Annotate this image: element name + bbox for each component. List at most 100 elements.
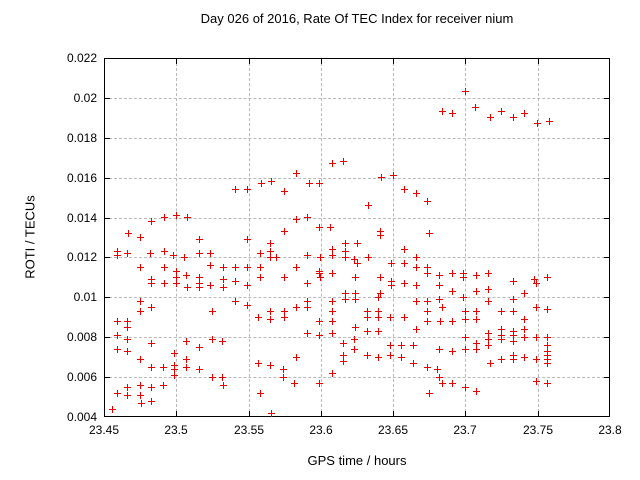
data-point-marker — [350, 255, 358, 263]
data-point-marker — [232, 186, 240, 194]
data-point-marker — [281, 228, 289, 236]
data-point-marker — [340, 357, 348, 365]
data-point-marker — [195, 343, 203, 351]
data-point-marker — [473, 387, 481, 395]
data-point-marker — [171, 371, 179, 379]
data-point-marker — [425, 389, 433, 397]
y-gridline — [104, 218, 610, 219]
data-point-marker — [172, 267, 180, 275]
y-tick-mark — [604, 297, 609, 298]
x-gridline — [249, 58, 250, 417]
data-point-marker — [266, 253, 274, 261]
y-tick-mark — [105, 377, 110, 378]
data-point-marker — [424, 263, 432, 271]
data-point-marker — [113, 345, 121, 353]
data-point-marker — [350, 335, 358, 343]
x-tick-mark — [393, 411, 394, 416]
data-point-marker — [545, 118, 553, 126]
x-tick-label: 23.8 — [598, 423, 622, 437]
data-point-marker — [340, 158, 348, 166]
data-point-marker — [521, 325, 529, 333]
data-point-marker — [435, 373, 443, 381]
data-point-marker — [136, 297, 144, 305]
x-tick-label: 23.75 — [522, 423, 554, 437]
data-point-marker — [256, 389, 264, 397]
data-point-marker — [136, 381, 144, 389]
data-point-marker — [498, 108, 506, 116]
data-point-marker — [327, 224, 335, 232]
data-point-marker — [219, 337, 227, 345]
data-point-marker — [509, 277, 517, 285]
data-point-marker — [388, 281, 396, 289]
data-point-marker — [532, 303, 540, 311]
data-point-marker — [195, 283, 203, 291]
x-gridline — [176, 58, 177, 417]
data-point-marker — [376, 232, 384, 239]
data-point-marker — [292, 263, 300, 271]
data-point-marker — [171, 361, 179, 369]
x-gridline — [465, 58, 466, 417]
data-point-marker — [113, 331, 121, 339]
data-point-marker — [328, 369, 336, 377]
data-point-marker — [485, 285, 493, 293]
data-point-marker — [485, 297, 493, 305]
data-point-marker — [328, 329, 336, 337]
data-point-marker — [461, 333, 469, 341]
data-point-marker — [161, 279, 169, 287]
y-tick-label: 0.012 — [66, 250, 97, 264]
data-point-marker — [521, 315, 529, 323]
data-point-marker — [123, 335, 131, 343]
data-point-marker — [182, 363, 190, 371]
y-gridline — [104, 178, 610, 179]
data-point-marker — [509, 355, 517, 363]
data-point-marker — [388, 259, 396, 267]
data-point-marker — [485, 329, 493, 337]
data-point-marker — [461, 88, 469, 96]
data-point-marker — [184, 214, 192, 222]
data-point-marker — [328, 269, 336, 277]
y-tick-label: 0.006 — [66, 370, 97, 384]
data-point-marker — [148, 218, 156, 226]
data-point-marker — [148, 383, 156, 391]
data-point-marker — [159, 381, 167, 389]
y-tick-label: 0.02 — [73, 91, 97, 105]
data-point-marker — [220, 283, 228, 291]
data-point-marker — [304, 297, 312, 305]
data-point-marker — [438, 108, 446, 116]
data-point-marker — [255, 359, 263, 367]
x-tick-label: 23.7 — [453, 423, 477, 437]
data-point-marker — [473, 345, 481, 353]
data-point-marker — [281, 188, 289, 196]
data-point-marker — [376, 228, 384, 236]
data-point-marker — [207, 281, 215, 289]
data-point-marker — [461, 307, 469, 315]
x-tick-label: 23.6 — [309, 423, 333, 437]
data-point-marker — [123, 323, 131, 331]
data-point-marker — [304, 251, 312, 259]
data-point-marker — [544, 273, 552, 281]
data-point-marker — [388, 277, 396, 285]
data-point-marker — [544, 359, 552, 367]
data-point-marker — [184, 283, 192, 291]
data-point-marker — [136, 234, 144, 241]
x-tick-mark — [538, 411, 539, 416]
data-point-marker — [424, 317, 432, 325]
data-point-marker — [509, 331, 517, 339]
data-point-marker — [243, 281, 251, 289]
data-point-marker — [159, 363, 167, 371]
data-point-marker — [113, 317, 121, 325]
y-tick-mark — [604, 138, 609, 139]
y-gridline — [104, 337, 610, 338]
data-point-marker — [389, 172, 397, 180]
data-point-marker — [292, 303, 300, 311]
data-point-marker — [315, 317, 323, 325]
data-point-marker — [281, 313, 289, 321]
data-point-marker — [232, 277, 240, 285]
y-tick-mark — [105, 257, 110, 258]
y-tick-label: 0.004 — [66, 410, 97, 424]
data-point-marker — [386, 351, 394, 359]
x-tick-mark — [538, 59, 539, 64]
data-point-marker — [182, 355, 190, 363]
data-point-marker — [243, 263, 251, 271]
